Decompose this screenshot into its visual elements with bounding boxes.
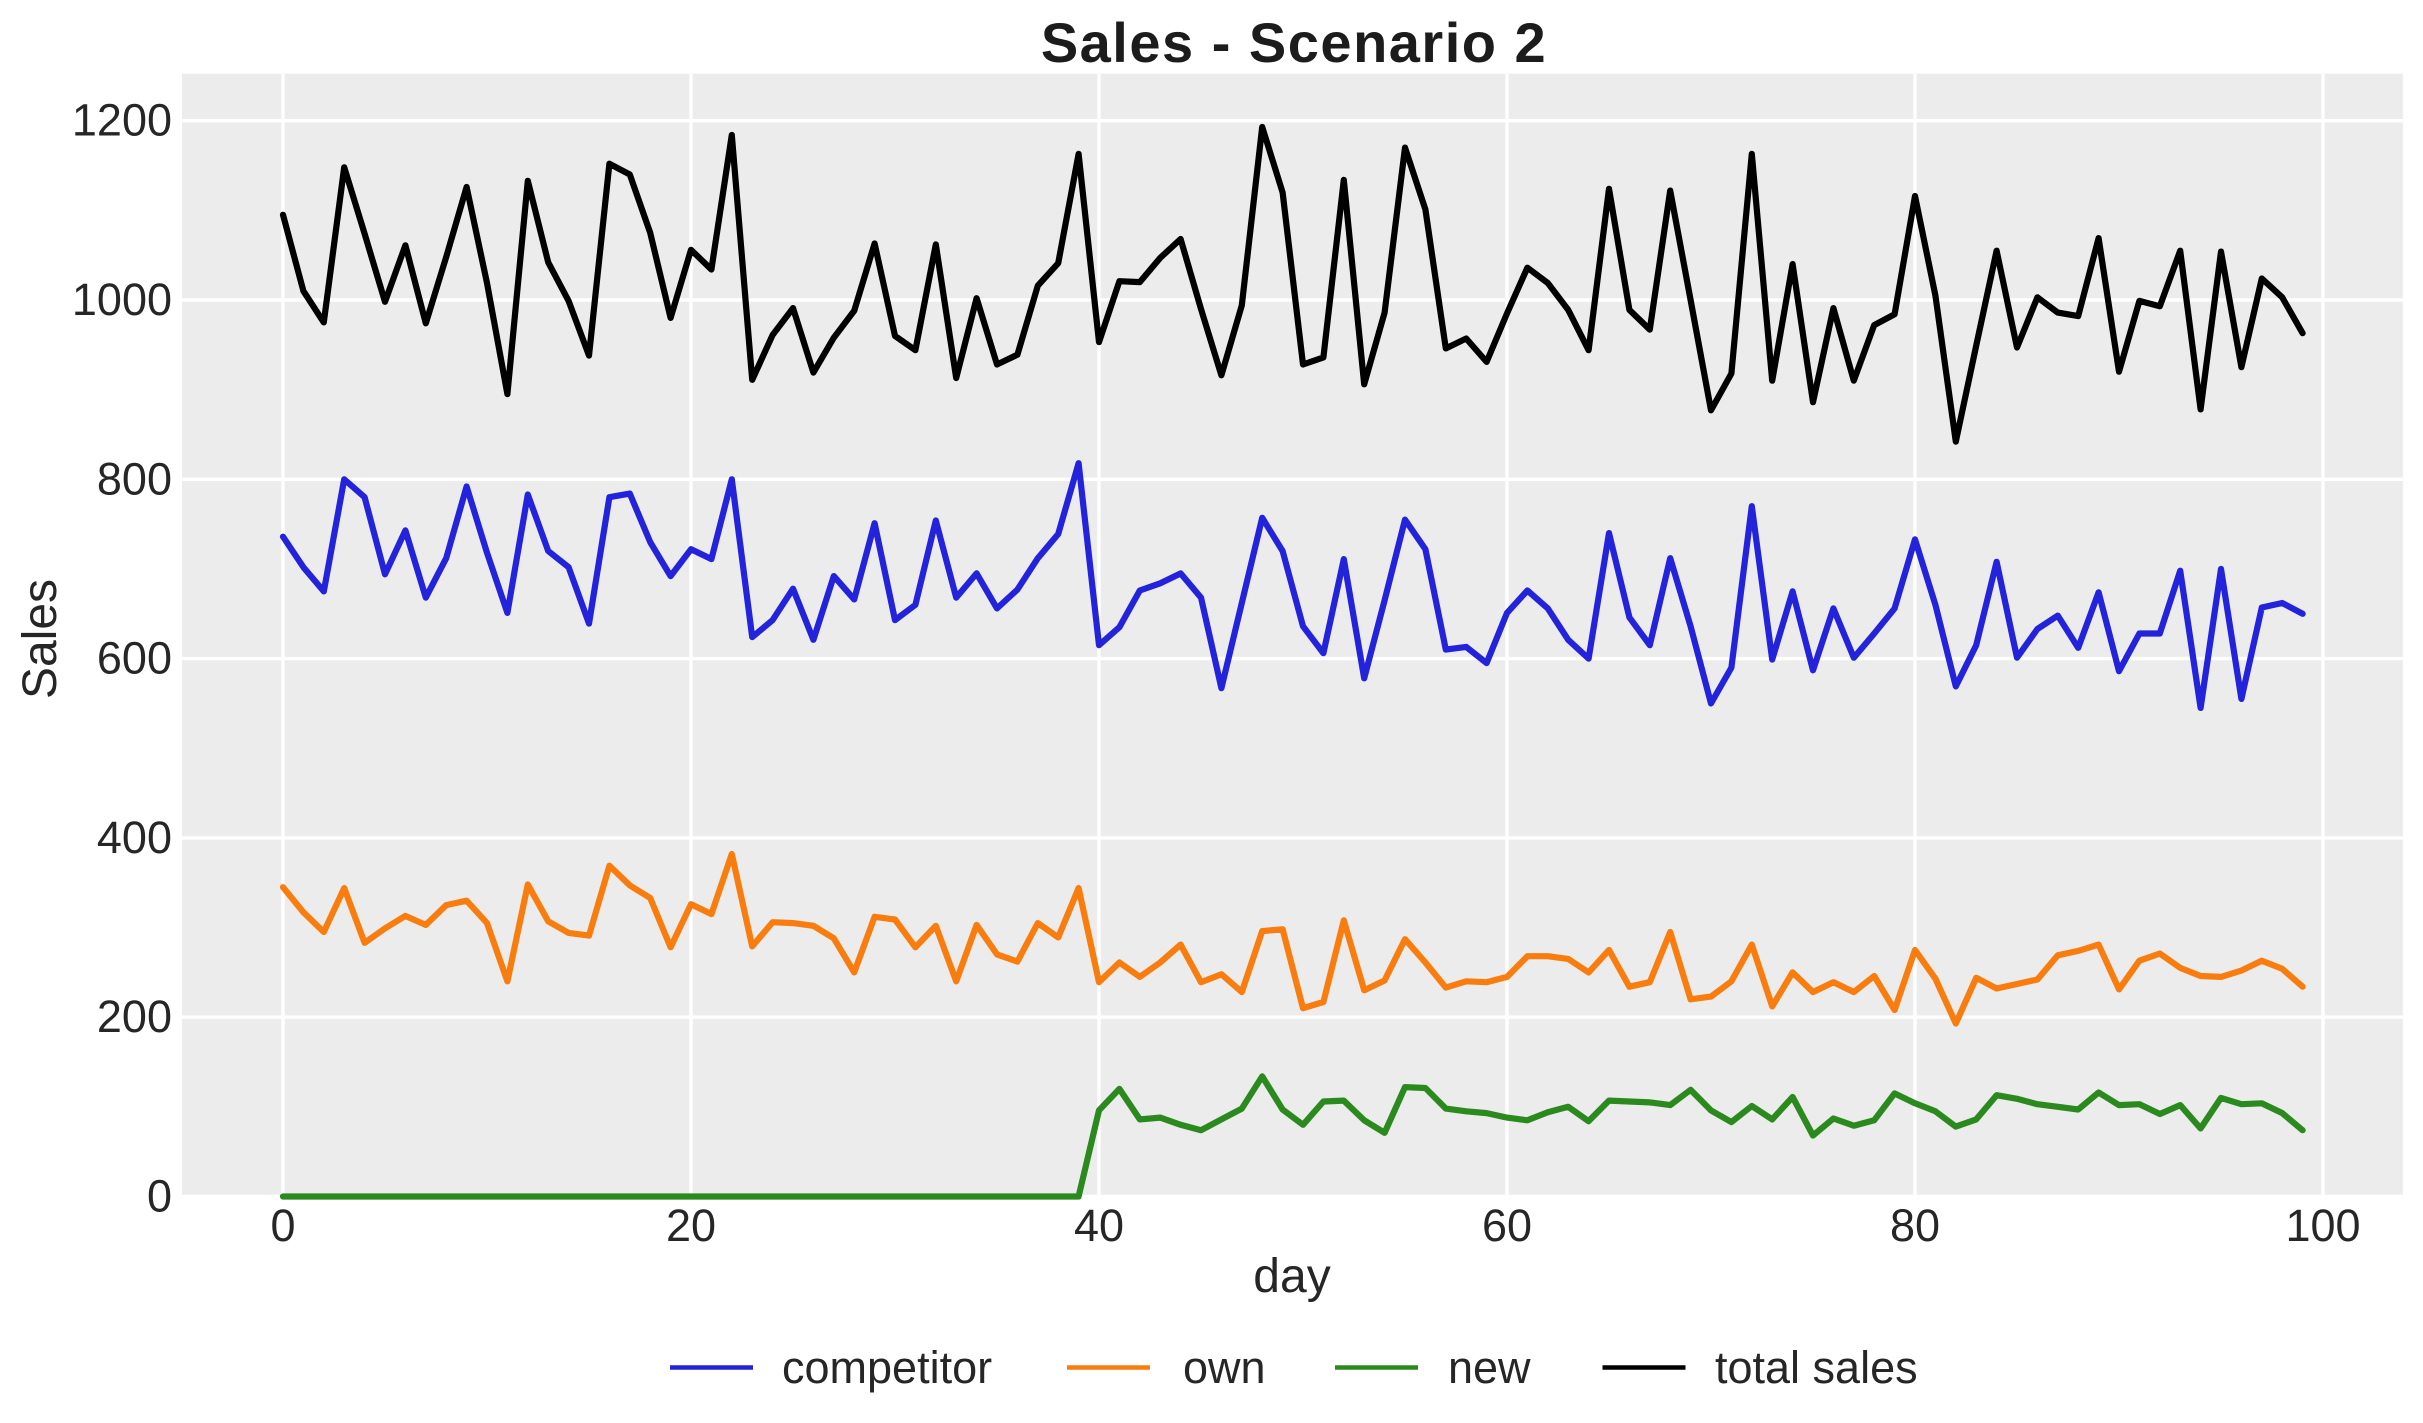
svg-text:1200: 1200	[72, 95, 172, 146]
svg-text:Sales - Scenario 2: Sales - Scenario 2	[1041, 11, 1547, 74]
svg-text:60: 60	[1482, 1200, 1532, 1251]
svg-text:400: 400	[97, 812, 172, 863]
svg-text:total sales: total sales	[1715, 1342, 1918, 1393]
svg-text:0: 0	[270, 1200, 295, 1251]
svg-text:100: 100	[2285, 1200, 2360, 1251]
svg-text:200: 200	[97, 991, 172, 1042]
svg-text:new: new	[1448, 1342, 1531, 1393]
svg-text:day: day	[1253, 1250, 1330, 1303]
svg-text:80: 80	[1890, 1200, 1940, 1251]
svg-text:800: 800	[97, 453, 172, 504]
svg-text:Sales: Sales	[14, 579, 67, 699]
svg-text:600: 600	[97, 633, 172, 684]
svg-text:20: 20	[666, 1200, 716, 1251]
svg-text:1000: 1000	[72, 274, 172, 325]
svg-text:own: own	[1183, 1342, 1266, 1393]
svg-text:40: 40	[1074, 1200, 1124, 1251]
svg-text:0: 0	[147, 1171, 172, 1222]
svg-text:competitor: competitor	[782, 1342, 992, 1393]
